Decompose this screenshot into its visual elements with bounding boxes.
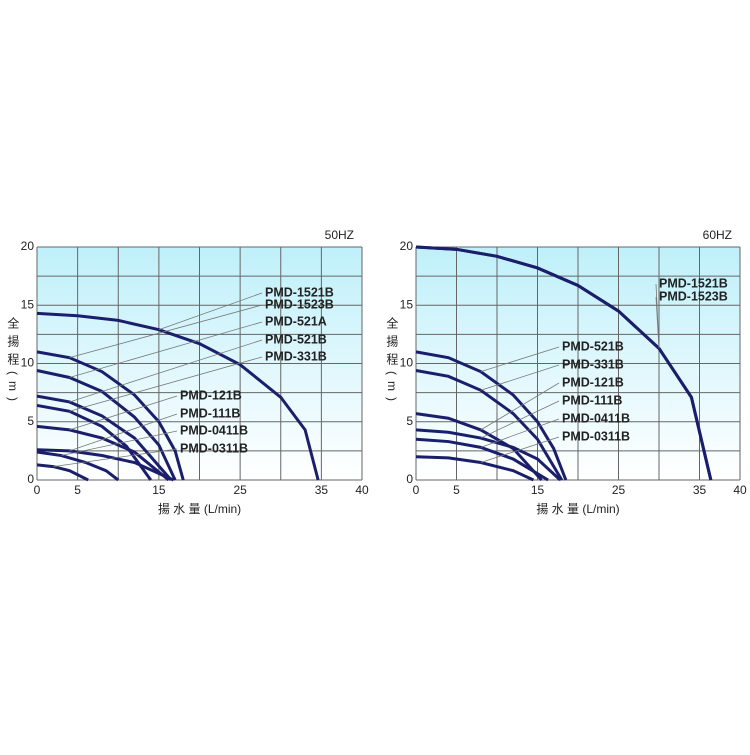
pump-curve (415, 369, 564, 481)
leader-line (480, 346, 560, 373)
legend-label: PMD-111B (180, 406, 240, 420)
pump-curve (36, 450, 120, 482)
legend-label: PMD-1521B (265, 285, 334, 299)
y-tick-label: 0 (406, 472, 413, 486)
y-tick-label: 10 (400, 356, 414, 370)
leader-line (69, 356, 263, 412)
legend-label: PMD-0311B (562, 429, 630, 443)
legend-label: PMD-521B (562, 339, 624, 353)
x-tick-label: 15 (531, 483, 545, 497)
legend-label: PMD-121B (180, 388, 242, 402)
y-tick-label: 5 (406, 414, 413, 428)
pump-curve (36, 463, 89, 482)
leader-line (69, 321, 263, 378)
legend-label: PMD-0311B (180, 441, 248, 455)
leader-line (655, 296, 660, 349)
leader-line (61, 430, 178, 456)
leader-line (69, 304, 263, 359)
x-tick-label: 40 (733, 483, 747, 497)
leader-line (480, 382, 560, 431)
legend-label: PMD-111B (562, 393, 622, 407)
pump-curve (36, 311, 320, 481)
x-tick-label: 35 (693, 483, 707, 497)
x-tick-label: 15 (152, 483, 166, 497)
x-axis-label: 揚 水 量 (L/min) (536, 502, 619, 516)
legend-label: PMD-521A (265, 314, 327, 328)
pump-curve (36, 403, 152, 481)
y-tick-label: 20 (400, 239, 414, 253)
pump-curve (36, 448, 175, 482)
leader-line (480, 436, 560, 463)
y-tick-label: 10 (21, 356, 35, 370)
legend-label: PMD-121B (562, 375, 624, 389)
legend-label: PMD-331B (265, 349, 327, 363)
leader-line (480, 418, 560, 448)
legend-label: PMD-0411B (562, 411, 630, 425)
x-tick-label: 40 (355, 483, 369, 497)
x-tick-label: 5 (453, 483, 460, 497)
legend-label: PMD-0411B (180, 423, 248, 437)
leader-line (158, 292, 263, 331)
y-tick-label: 0 (27, 472, 34, 486)
legend-label: PMD-1523B (659, 289, 728, 303)
leader-line (69, 339, 263, 403)
legend-label: PMD-1521B (659, 276, 728, 290)
chart-title: 50HZ (325, 228, 354, 242)
leader-line (69, 395, 178, 431)
leader-line (53, 448, 178, 467)
x-tick-label: 25 (233, 483, 247, 497)
y-tick-label: 15 (400, 297, 414, 311)
x-tick-label: 0 (413, 483, 420, 497)
x-tick-label: 0 (34, 483, 41, 497)
y-axis-label: 全揚程(m) (385, 316, 399, 407)
legend-label: PMD-331B (562, 357, 624, 371)
pump-curve (415, 350, 568, 481)
pump-curve (415, 428, 562, 482)
leader-line (69, 413, 178, 452)
y-tick-label: 5 (27, 414, 34, 428)
x-axis-label: 揚 水 量 (L/min) (158, 502, 241, 516)
y-axis-label: 全揚程(m) (6, 316, 20, 407)
leader-line (480, 400, 560, 439)
legend-label: PMD-1523B (265, 297, 334, 311)
pump-curve (36, 394, 173, 481)
x-tick-label: 35 (315, 483, 329, 497)
leader-line (480, 364, 560, 391)
legend-label: PMD-521B (265, 332, 327, 346)
x-tick-label: 5 (74, 483, 81, 497)
x-tick-label: 25 (612, 483, 626, 497)
pump-curve (415, 245, 713, 481)
pump-curve (36, 424, 170, 482)
y-tick-label: 20 (21, 239, 35, 253)
chart-title: 60HZ (703, 228, 732, 242)
y-tick-label: 15 (21, 297, 35, 311)
